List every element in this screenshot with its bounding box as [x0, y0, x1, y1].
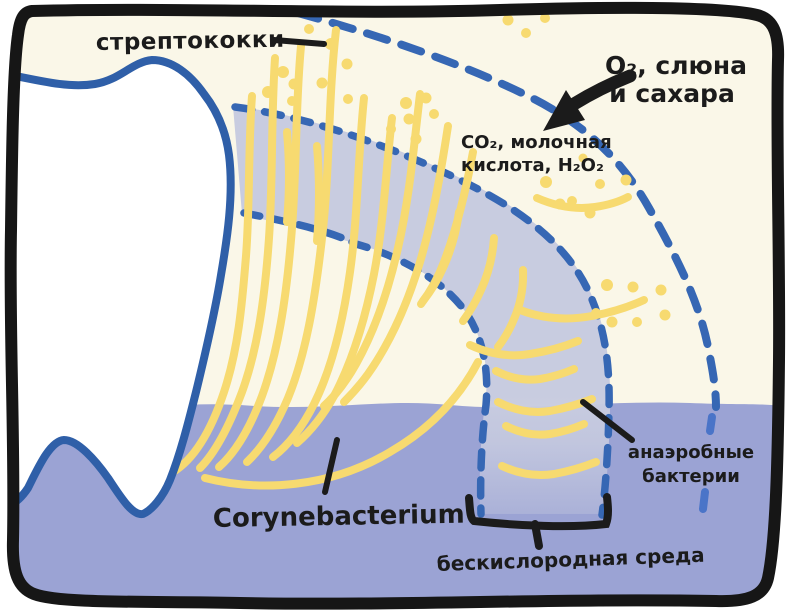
bacterium-dot: [288, 78, 300, 90]
anaerobic-bacteria-label-line1: анаэробные: [628, 442, 754, 463]
bacterium-dot: [400, 97, 412, 109]
bacterium-dot: [343, 94, 353, 104]
anaerobic-bacteria-label-line2: бактерии: [642, 466, 740, 487]
bacterium-dot: [403, 113, 415, 125]
bacterium-dot: [521, 28, 531, 38]
co2-acid-label-line2: кислота, H₂O₂: [461, 155, 604, 176]
bacteria-chain: [466, 337, 582, 360]
bacteria-chain: [340, 122, 452, 406]
bacteria-chain: [196, 54, 279, 472]
tooth: [10, 56, 235, 518]
bacteria-chain: [269, 94, 368, 461]
bacterium-dot: [591, 308, 601, 318]
streptococci-label: стрептококки: [96, 27, 285, 56]
corynebacterium-pointer-line: [322, 437, 340, 495]
bacterium-dot: [578, 153, 588, 163]
bacterium-dot: [655, 284, 667, 296]
bacterium-dot: [325, 38, 337, 50]
bacterium-dot: [595, 179, 605, 189]
bacterium-dot: [502, 14, 514, 26]
bacteria-chain: [492, 365, 578, 384]
bacteria-chain: [516, 296, 648, 323]
oxygen-saliva-label-line2: и сахара: [609, 79, 735, 108]
bacteria-chain: [320, 90, 424, 410]
bacteria-chain: [201, 358, 482, 490]
oxygen-arc-stray-dash: [706, 413, 716, 435]
bacteria-chain: [293, 114, 396, 447]
bacterium-dot: [659, 309, 671, 321]
plaque-band-inner-dashed-edge: [240, 209, 491, 518]
bacterium-dot: [540, 176, 552, 188]
bacteria-chain: [502, 420, 588, 439]
bacteria-chain: [169, 92, 256, 476]
oxygen-arc-stray-dash: [699, 488, 709, 513]
bacteria-chain: [283, 128, 293, 226]
bacterium-dot: [554, 198, 566, 210]
bacteria-chain: [313, 142, 323, 245]
bacterium-dot: [567, 196, 577, 206]
bacterium-dot: [584, 207, 596, 219]
anaerobic-pointer-line: [580, 399, 635, 443]
bacterium-dot: [386, 124, 396, 134]
annotations: стрептококки O₂, слюна и сахара CO₂, мол…: [96, 27, 754, 576]
co2-acid-label-line1: CO₂, молочная: [461, 132, 612, 153]
oxygen-flow-arrow-icon: [543, 69, 637, 131]
streptococci-dots: [262, 13, 671, 328]
bacterium-dot: [341, 58, 353, 70]
bacterium-dot: [420, 92, 432, 104]
bacteria-chain: [215, 42, 305, 471]
oxygen-boundary-dashed-arc: [294, 9, 720, 411]
bacteria-chain: [243, 26, 340, 466]
streptococci-pointer-line: [271, 37, 327, 47]
bacterium-dot: [277, 66, 289, 78]
bacterium-dot: [606, 316, 618, 328]
frame-border: [4, 1, 786, 610]
bacteria-chain: [494, 395, 596, 416]
bacterium-dot: [601, 279, 613, 291]
bacterium-dot: [429, 109, 439, 119]
bacteria-chain: [533, 193, 632, 212]
bacterium-dot: [287, 96, 297, 106]
bacterium-dot: [627, 281, 639, 293]
bacterium-dot: [410, 133, 422, 145]
bacteria-chain: [459, 234, 498, 325]
corynebacterium-label: Corynebacterium: [213, 500, 465, 534]
bacterium-dot: [262, 86, 274, 98]
bacteria-chain: [498, 458, 600, 479]
drawing-layers: [10, 9, 780, 604]
streptococci-chains: [169, 26, 648, 490]
bacteria-chain: [419, 208, 463, 305]
bacterium-dot: [316, 77, 328, 89]
bacteria-chain: [494, 266, 528, 351]
bacterium-dot: [620, 174, 632, 186]
bacterium-dot: [632, 317, 642, 327]
bacterium-dot: [304, 24, 314, 34]
anoxic-zone-bracket: [465, 493, 612, 550]
bacterium-dot: [540, 13, 550, 23]
